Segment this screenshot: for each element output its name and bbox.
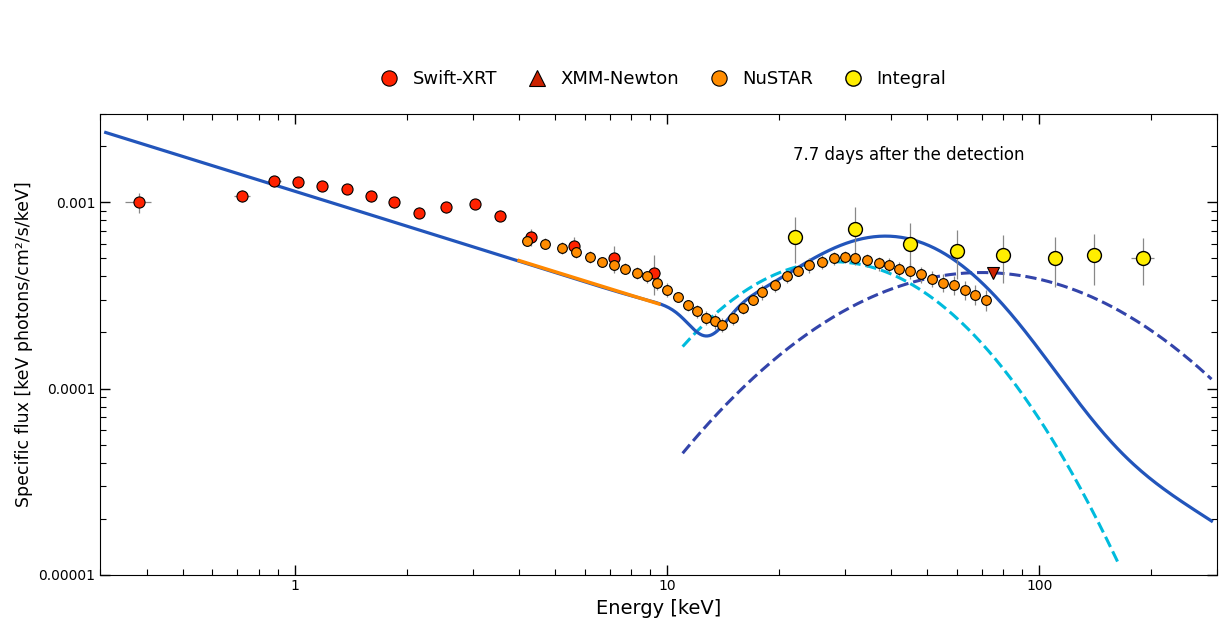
Text: 7.7 days after the detection: 7.7 days after the detection	[792, 146, 1024, 164]
X-axis label: Energy [keV]: Energy [keV]	[596, 599, 721, 618]
Y-axis label: Specific flux [keV photons/cm²/s/keV]: Specific flux [keV photons/cm²/s/keV]	[15, 181, 33, 507]
Legend: Swift-XRT, XMM-Newton, NuSTAR, Integral: Swift-XRT, XMM-Newton, NuSTAR, Integral	[363, 63, 954, 95]
